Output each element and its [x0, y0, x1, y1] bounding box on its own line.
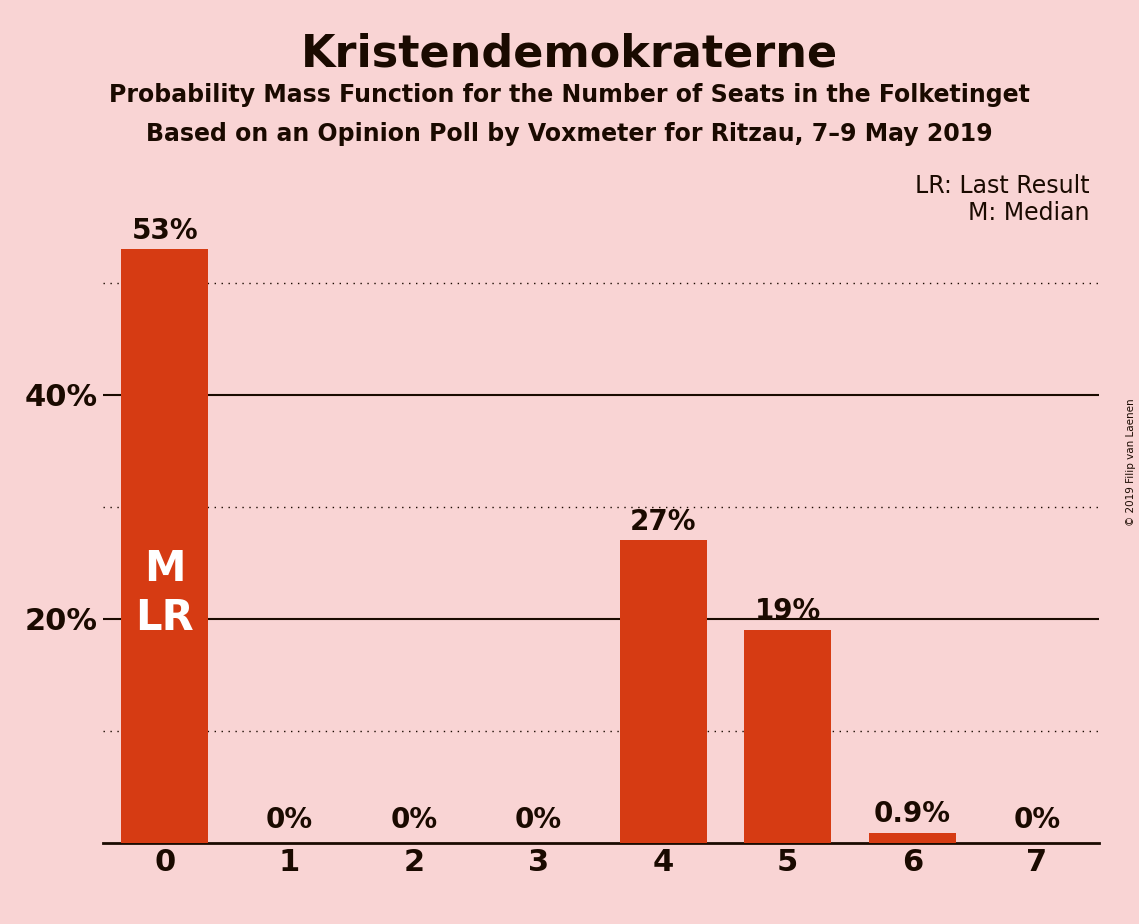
Bar: [744, 630, 831, 843]
Text: 0%: 0%: [515, 806, 562, 833]
Text: Kristendemokraterne: Kristendemokraterne: [301, 32, 838, 76]
Bar: [121, 249, 208, 843]
Text: © 2019 Filip van Laenen: © 2019 Filip van Laenen: [1126, 398, 1136, 526]
Text: Based on an Opinion Poll by Voxmeter for Ritzau, 7–9 May 2019: Based on an Opinion Poll by Voxmeter for…: [146, 122, 993, 146]
Text: 53%: 53%: [131, 217, 198, 245]
Text: M
LR: M LR: [136, 548, 194, 638]
Text: 0%: 0%: [265, 806, 313, 833]
Text: 0%: 0%: [1014, 806, 1060, 833]
Bar: [869, 833, 956, 843]
Text: 27%: 27%: [630, 508, 696, 536]
Text: 0.9%: 0.9%: [874, 800, 951, 828]
Text: 19%: 19%: [754, 598, 821, 626]
Text: Probability Mass Function for the Number of Seats in the Folketinget: Probability Mass Function for the Number…: [109, 83, 1030, 107]
Text: LR: Last Result: LR: Last Result: [915, 175, 1089, 199]
Text: M: Median: M: Median: [968, 201, 1089, 225]
Bar: [620, 541, 706, 843]
Text: 0%: 0%: [391, 806, 437, 833]
